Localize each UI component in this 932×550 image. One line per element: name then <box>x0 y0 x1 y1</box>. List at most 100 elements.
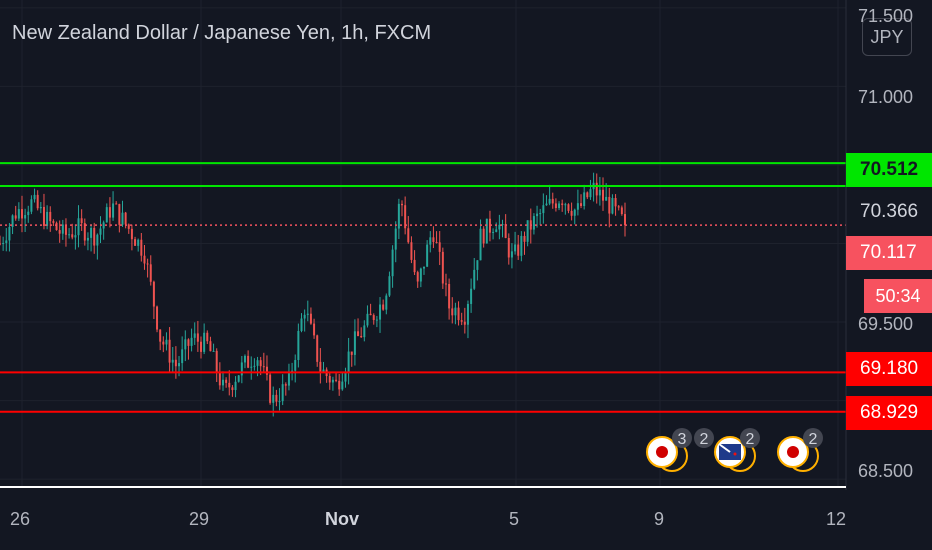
candle-body <box>322 369 325 372</box>
candle-body <box>178 363 181 367</box>
candle-body <box>532 216 535 230</box>
time-tick-26: 26 <box>10 509 31 529</box>
candle-body <box>416 272 419 282</box>
candle-body <box>20 209 23 219</box>
candle-body <box>265 366 268 375</box>
event-count: 2 <box>809 431 818 448</box>
event-count: 2 <box>746 431 755 448</box>
candle-body <box>523 235 526 242</box>
candle-body <box>8 226 11 241</box>
candle-body <box>156 306 159 330</box>
candle-body <box>14 215 17 219</box>
nz-flag-cross <box>718 443 731 453</box>
candle-body <box>369 313 372 316</box>
currency-button[interactable]: JPY <box>862 18 912 56</box>
candle-body <box>149 264 152 282</box>
candle-body <box>240 362 243 376</box>
candle-body <box>221 379 224 386</box>
candle-body <box>492 231 495 233</box>
candle-body <box>476 260 479 270</box>
candle-body <box>410 242 413 260</box>
candle-body <box>11 215 14 227</box>
event-count-badge <box>803 428 823 448</box>
candle-body <box>105 207 108 223</box>
candle-body <box>74 235 77 238</box>
candle-body <box>507 237 510 258</box>
candle-body <box>570 210 573 216</box>
candle-body <box>174 359 177 367</box>
candle-body <box>52 221 55 223</box>
candle-body <box>567 204 570 211</box>
candle-body <box>397 203 400 229</box>
candle-body <box>71 234 74 238</box>
candle-body <box>90 227 93 238</box>
candle-body <box>253 365 256 367</box>
support-tag-upper: 69.180 <box>846 352 932 386</box>
candle-body <box>68 234 71 236</box>
candle-body <box>357 331 360 337</box>
candlestick-series <box>0 172 626 417</box>
candle-body <box>77 218 80 236</box>
candle-body <box>611 198 614 214</box>
candle-body <box>247 355 250 368</box>
candle-body <box>243 355 246 363</box>
candle-body <box>438 242 441 252</box>
time-tick-12: 12 <box>826 509 847 529</box>
candle-body <box>344 372 347 382</box>
candle-body <box>306 313 309 315</box>
candle-body <box>33 194 36 200</box>
candle-body <box>404 205 407 229</box>
candle-body <box>328 375 331 383</box>
event-count-badge <box>694 428 714 448</box>
candle-body <box>181 349 184 364</box>
candle-body <box>388 276 391 296</box>
candle-body <box>146 263 149 265</box>
candle-body <box>212 350 215 352</box>
candle-body <box>624 214 626 226</box>
horizontal-levels <box>0 162 846 413</box>
candle-body <box>297 330 300 361</box>
candle-body <box>171 359 174 363</box>
last-price-tag: 70.117 <box>846 236 932 270</box>
candle-body <box>64 224 67 235</box>
candle-body <box>338 380 341 390</box>
candle-body <box>2 242 5 244</box>
candle-body <box>435 241 438 243</box>
candle-body <box>331 379 334 383</box>
candle-body <box>501 224 504 226</box>
new-zealand-flag-icon[interactable]: 2 <box>714 428 760 472</box>
candle-body <box>583 192 586 207</box>
candle-body <box>17 209 20 219</box>
candle-body <box>401 203 404 206</box>
candle-body <box>143 255 146 264</box>
candle-body <box>281 384 284 402</box>
candle-body <box>605 196 608 201</box>
candle-body <box>444 283 447 285</box>
candle-body <box>152 281 155 307</box>
event-count: 2 <box>700 431 709 448</box>
candle-body <box>347 351 350 373</box>
candle-body <box>463 321 466 325</box>
candle-body <box>319 361 322 372</box>
candle-body <box>262 366 265 368</box>
candle-body <box>225 379 228 383</box>
candle-body <box>218 372 221 386</box>
candle-body <box>366 313 369 326</box>
candle-body <box>309 313 312 324</box>
candle-body <box>228 382 231 388</box>
candle-body <box>382 304 385 310</box>
candle-body <box>278 401 281 403</box>
japan-flag-icon[interactable]: 2 <box>777 428 823 472</box>
candle-body <box>215 350 218 373</box>
time-tick-9: 9 <box>654 509 665 529</box>
candle-body <box>360 336 363 338</box>
candle-body <box>303 314 306 319</box>
candle-body <box>140 239 143 256</box>
candle-body <box>514 244 517 252</box>
candle-body <box>206 332 209 342</box>
candle-body <box>426 244 429 267</box>
price-tick-71500: 71.500 <box>858 6 914 26</box>
